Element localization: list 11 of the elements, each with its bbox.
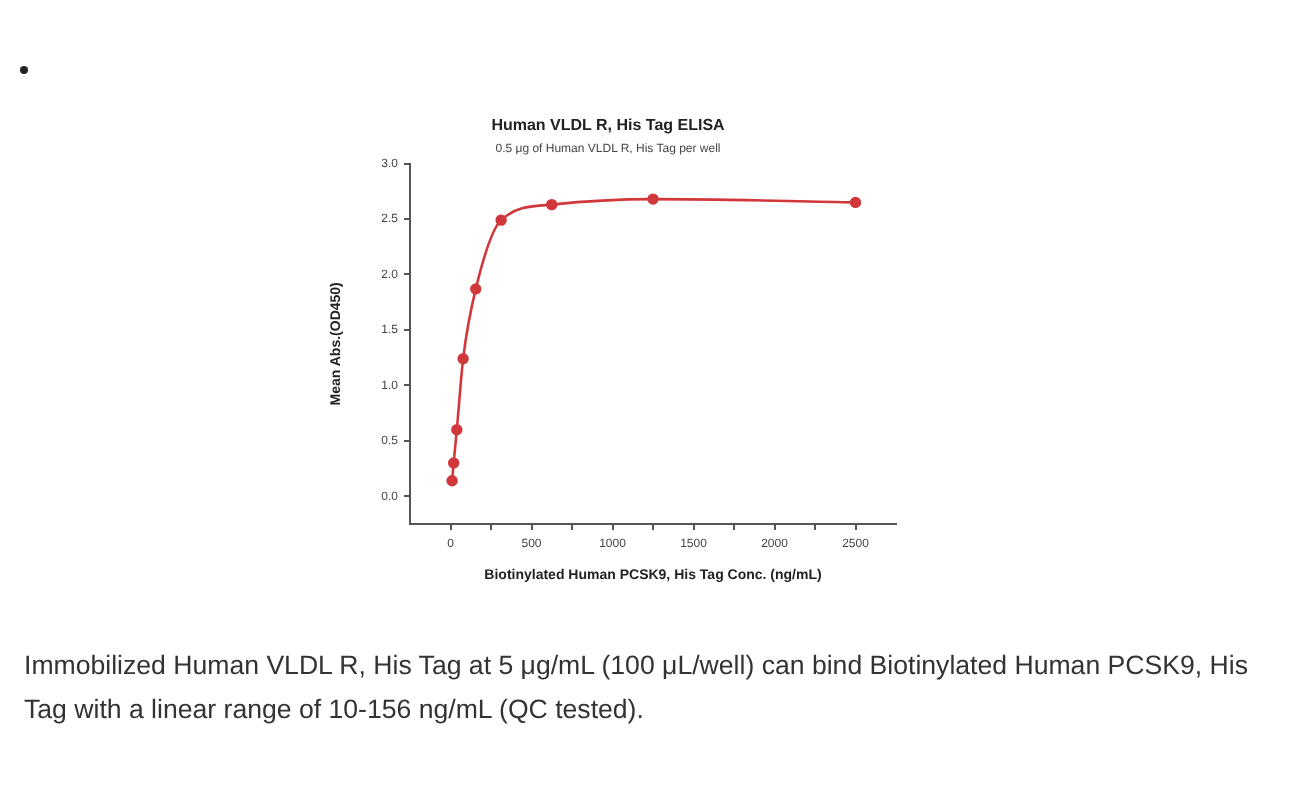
point (849, 196, 862, 209)
point (546, 198, 558, 211)
point (495, 214, 507, 226)
point (470, 283, 482, 295)
point (457, 353, 469, 365)
point (451, 424, 463, 436)
point (446, 475, 458, 487)
point (447, 457, 460, 469)
text: Immobilized Human VLDL R, His Tag at 5 μg/mL (100 μL/well) can bind Biotinylated Human PCSK9, His Tag with a linear range of 10-156 ng/mL (QC tested). (24, 648, 1250, 728)
chart-title: Human VLDL R, His Tag ELISA (491, 116, 726, 135)
point (647, 193, 659, 205)
